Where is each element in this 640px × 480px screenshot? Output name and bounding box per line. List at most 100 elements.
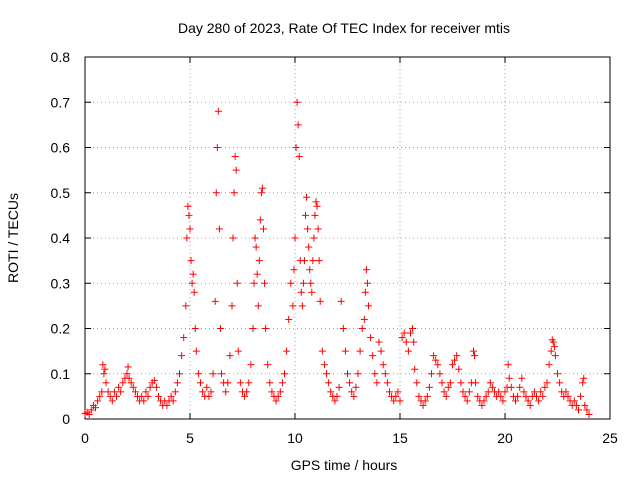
data-point — [197, 379, 204, 387]
data-point — [125, 374, 133, 382]
data-point — [499, 397, 507, 405]
data-point — [214, 107, 222, 115]
data-point — [449, 361, 456, 369]
data-point — [113, 392, 120, 400]
data-point — [465, 388, 473, 396]
data-point — [152, 383, 160, 391]
data-point — [539, 392, 547, 400]
data-point — [169, 397, 177, 405]
data-point — [272, 397, 280, 405]
data-point — [190, 288, 198, 296]
data-point — [102, 379, 110, 387]
data-point — [309, 257, 317, 265]
data-point — [457, 379, 465, 387]
data-point — [249, 325, 257, 332]
data-point — [185, 211, 193, 219]
data-point — [337, 297, 345, 305]
y-tick-label: 0.2 — [51, 321, 71, 337]
data-point — [117, 388, 125, 396]
data-point — [495, 388, 503, 396]
y-tick-label: 0.6 — [51, 140, 71, 156]
data-point — [283, 347, 291, 355]
data-point — [524, 397, 532, 405]
data-point — [258, 184, 266, 192]
data-point — [260, 225, 267, 233]
data-point — [432, 356, 440, 364]
data-point — [400, 329, 408, 337]
data-point — [231, 153, 239, 161]
data-point — [356, 347, 364, 355]
x-tick-label: 20 — [497, 430, 513, 446]
data-point — [110, 388, 118, 396]
data-point — [581, 401, 589, 409]
data-point — [444, 383, 452, 391]
data-point — [480, 397, 488, 405]
data-point — [215, 225, 223, 233]
data-point — [363, 279, 371, 287]
data-point — [325, 379, 333, 387]
data-point — [358, 325, 366, 332]
data-point — [106, 392, 114, 400]
data-point — [379, 361, 387, 369]
data-point — [140, 397, 148, 405]
data-point — [100, 370, 108, 378]
data-point — [323, 370, 330, 378]
data-point — [392, 392, 400, 400]
data-point — [289, 302, 297, 310]
data-point — [352, 383, 360, 391]
data-point — [187, 257, 195, 265]
data-point — [543, 379, 551, 387]
data-point — [518, 374, 526, 382]
data-point — [189, 270, 197, 278]
data-point — [461, 392, 469, 400]
data-point — [96, 392, 104, 400]
data-point — [302, 211, 309, 219]
data-point — [297, 288, 305, 296]
data-point — [305, 243, 313, 251]
data-point — [304, 225, 312, 233]
data-point — [245, 379, 253, 387]
data-point — [507, 383, 515, 391]
data-point — [191, 325, 199, 332]
x-tick-label: 15 — [392, 430, 408, 446]
y-tick-label: 0.1 — [51, 366, 71, 382]
data-point — [129, 383, 137, 391]
data-point — [211, 297, 219, 305]
data-point — [404, 347, 412, 355]
data-point — [551, 352, 559, 360]
data-point — [252, 243, 260, 251]
data-point — [413, 379, 421, 387]
data-point — [287, 279, 295, 287]
data-point — [446, 379, 454, 387]
data-point — [398, 334, 406, 342]
data-points — [81, 98, 593, 418]
x-tick-label: 5 — [186, 430, 194, 446]
data-point — [423, 392, 431, 400]
data-point — [295, 153, 303, 161]
y-tick-label: 0 — [62, 411, 70, 427]
data-point — [579, 379, 587, 387]
data-point — [375, 338, 383, 346]
grid — [85, 57, 610, 419]
data-point — [537, 388, 545, 396]
data-point — [377, 347, 385, 355]
data-point — [482, 392, 490, 400]
data-point — [562, 388, 570, 396]
data-point — [570, 397, 578, 405]
data-point — [254, 302, 262, 310]
data-point — [98, 388, 106, 396]
data-point — [138, 392, 146, 400]
data-point — [514, 392, 522, 400]
data-point — [292, 144, 300, 151]
data-point — [522, 392, 530, 400]
data-point — [184, 202, 192, 210]
data-point — [300, 257, 308, 265]
data-point — [207, 388, 215, 396]
data-point — [434, 361, 442, 369]
data-point — [463, 397, 471, 405]
data-point — [167, 392, 175, 400]
y-tick-label: 0.7 — [51, 94, 71, 110]
data-point — [411, 365, 419, 373]
data-point — [243, 388, 251, 396]
